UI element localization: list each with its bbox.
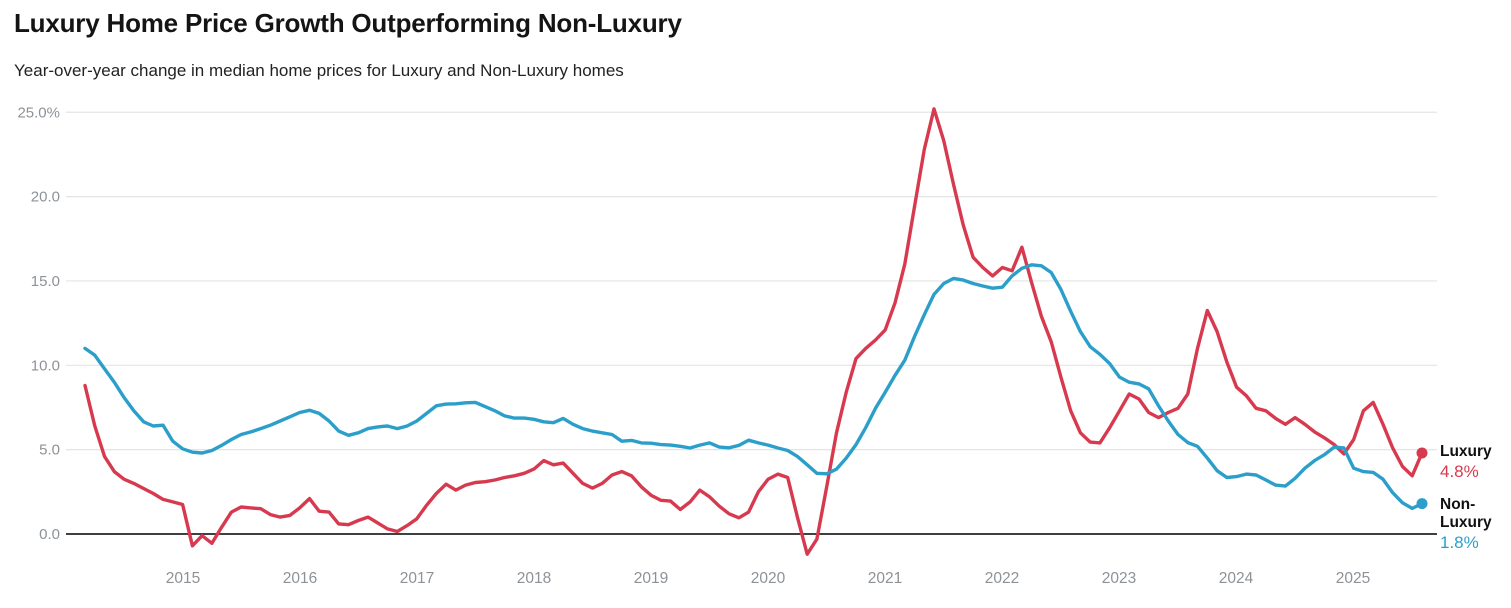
luxury-line	[83, 107, 1424, 556]
x-tick-label: 2022	[985, 570, 1019, 587]
non-luxury-end-label-name: Non-Luxury	[1440, 496, 1492, 531]
non-luxury-end-label-value: 1.8%	[1440, 533, 1479, 552]
non-luxury-end-dot	[1416, 498, 1428, 510]
luxury-end-label: Luxury 4.8%	[1440, 443, 1506, 481]
non-luxury-line	[83, 263, 1424, 511]
y-tick-label: 0.0	[39, 526, 60, 543]
non-luxury-end-label: Non-Luxury 1.8%	[1440, 496, 1506, 552]
luxury-end-dot	[1416, 447, 1428, 459]
x-tick-label: 2021	[868, 570, 902, 587]
x-tick-label: 2018	[517, 570, 551, 587]
y-tick-label: 20.0	[31, 189, 60, 206]
x-tick-label: 2024	[1219, 570, 1254, 587]
x-tick-label: 2019	[634, 570, 668, 587]
x-tick-label: 2017	[400, 570, 434, 587]
x-tick-label: 2020	[751, 570, 786, 587]
chart-subtitle: Year-over-year change in median home pri…	[14, 61, 624, 80]
y-tick-label: 25.0%	[17, 104, 60, 121]
luxury-end-label-value: 4.8%	[1440, 462, 1479, 481]
x-tick-label: 2023	[1102, 570, 1136, 587]
y-tick-label: 10.0	[31, 357, 60, 374]
x-tick-label: 2016	[283, 570, 317, 587]
x-tick-label: 2025	[1336, 570, 1370, 587]
y-tick-label: 5.0	[39, 442, 60, 459]
y-tick-label: 15.0	[31, 273, 60, 290]
x-tick-label: 2015	[166, 570, 200, 587]
chart-title: Luxury Home Price Growth Outperforming N…	[14, 8, 682, 38]
luxury-end-label-name: Luxury	[1440, 443, 1492, 460]
